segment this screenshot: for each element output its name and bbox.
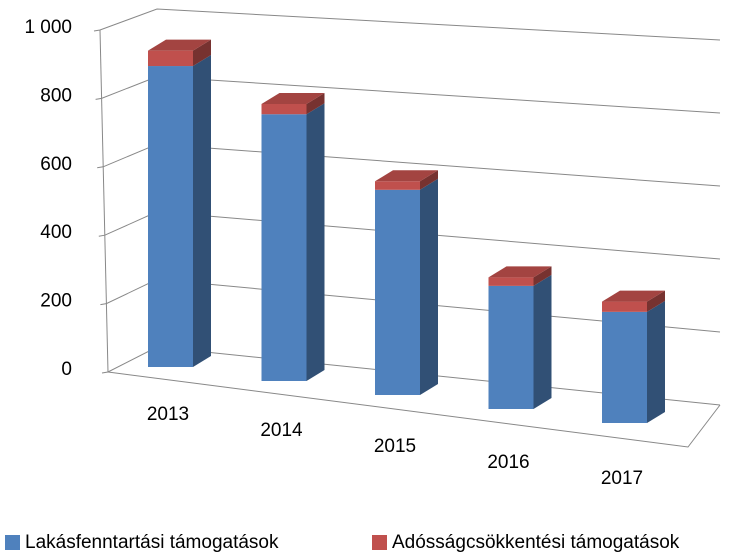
x-tick-label: 2017 xyxy=(601,468,643,489)
legend-swatch xyxy=(5,535,20,550)
y-tick-label: 1 000 xyxy=(24,17,72,38)
y-tick-label: 800 xyxy=(40,85,72,106)
bar-side xyxy=(647,300,665,423)
bar-top xyxy=(488,266,552,278)
floor xyxy=(107,371,721,448)
bar xyxy=(602,311,647,423)
bar xyxy=(375,181,420,190)
grid-line xyxy=(100,278,721,333)
x-tick-label: 2015 xyxy=(374,436,416,457)
bar xyxy=(602,301,647,312)
bar-top xyxy=(261,92,325,104)
grid-line xyxy=(98,211,721,260)
grid-line xyxy=(93,8,721,41)
bar xyxy=(488,285,534,409)
bar-side xyxy=(533,274,552,409)
bar xyxy=(148,66,193,367)
bar-side xyxy=(533,266,552,286)
bar xyxy=(488,277,534,286)
x-tick-label: 2014 xyxy=(260,420,303,441)
bar-side xyxy=(647,290,665,312)
legend-label: Lakásfenntartási támogatások xyxy=(25,532,279,553)
bar-side xyxy=(420,178,438,395)
y-tick-label: 200 xyxy=(40,291,72,312)
legend-swatch xyxy=(372,535,387,550)
bar xyxy=(375,189,420,395)
bar-side xyxy=(306,103,325,382)
y-tick-label: 600 xyxy=(40,154,72,175)
x-tick-label: 2013 xyxy=(147,404,189,425)
bar xyxy=(261,103,307,115)
axis-wall xyxy=(99,29,109,373)
x-tick-label: 2016 xyxy=(487,452,529,473)
grid-line xyxy=(97,143,721,187)
bar-side xyxy=(193,55,211,367)
bar-side xyxy=(193,39,211,67)
y-tick-label: 0 xyxy=(61,359,72,380)
bar-top xyxy=(375,170,438,182)
bar-side xyxy=(306,92,325,115)
y-tick-label: 400 xyxy=(40,222,72,243)
bar-side xyxy=(420,170,438,190)
bar-top xyxy=(148,39,211,51)
bar xyxy=(261,114,307,382)
grid-line xyxy=(101,346,721,406)
legend-label: Adósságcsökkentési támogatások xyxy=(392,532,680,553)
grid-line xyxy=(95,76,721,114)
bar xyxy=(148,50,193,67)
bar-top xyxy=(602,290,665,302)
